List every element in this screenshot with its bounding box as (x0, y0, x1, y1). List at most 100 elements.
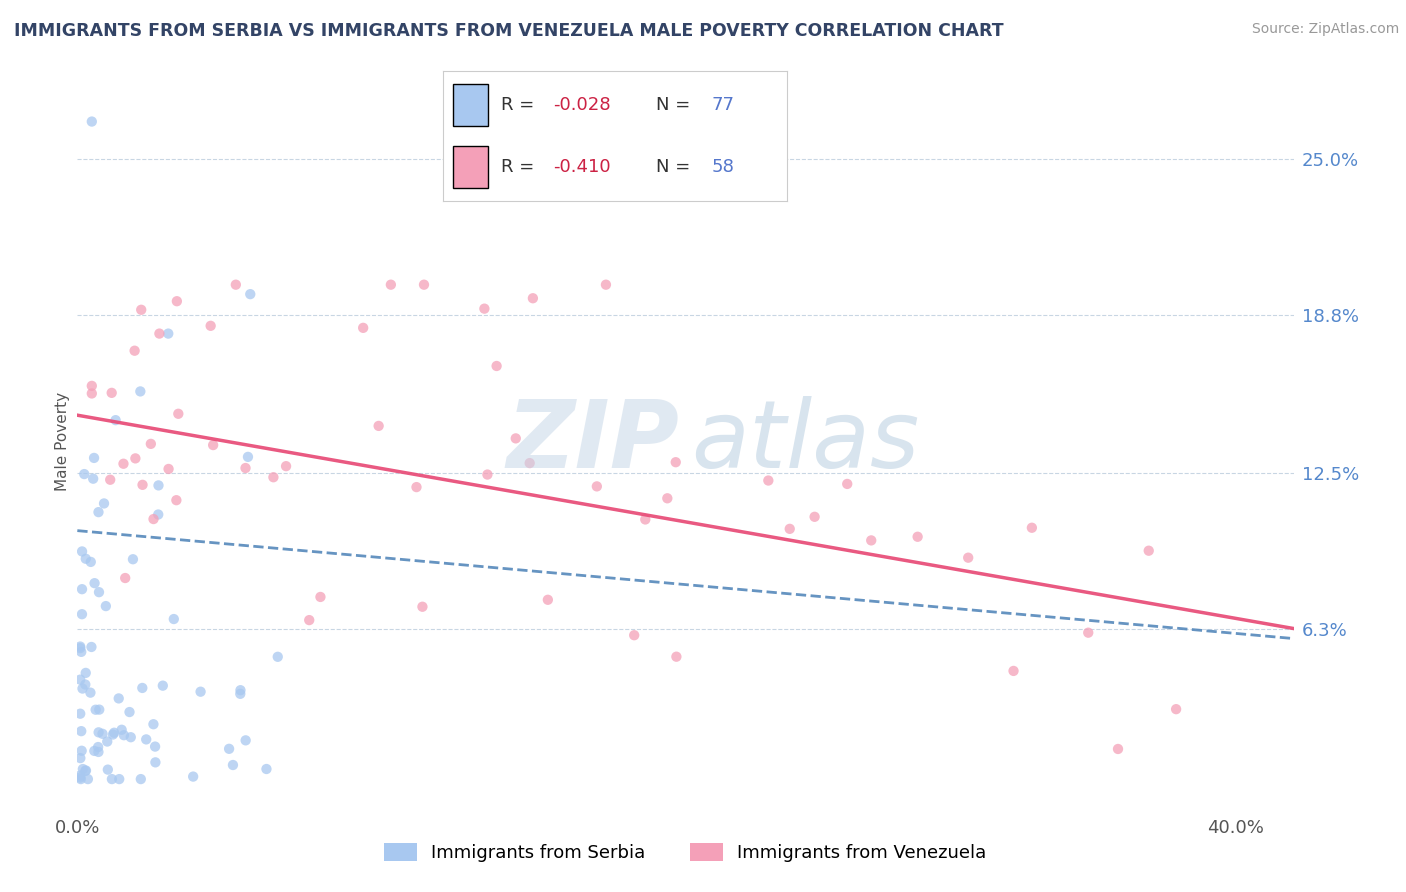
Point (70, 744, 93, 758)
Point (145, 756, 167, 770)
Point (756, 474, 779, 488)
Point (124, 451, 146, 466)
Point (152, 679, 174, 693)
Point (80, 640, 103, 654)
Point (157, 326, 180, 341)
Point (75, 764, 97, 778)
Point (135, 732, 157, 747)
Text: -0.410: -0.410 (553, 158, 610, 176)
Text: atlas: atlas (692, 396, 920, 487)
Point (148, 478, 170, 492)
Point (70, 582, 93, 597)
Text: 58: 58 (711, 158, 734, 176)
Point (83, 576, 105, 591)
Point (1137, 543, 1160, 558)
Point (69, 641, 91, 656)
Point (657, 491, 679, 506)
Text: N =: N = (657, 158, 696, 176)
Point (623, 628, 645, 642)
Point (120, 730, 142, 744)
Point (70, 724, 93, 739)
Y-axis label: Male Poverty: Male Poverty (55, 392, 70, 491)
Point (108, 772, 131, 786)
Point (131, 681, 153, 695)
Point (79, 686, 101, 700)
Point (87, 725, 110, 739)
Point (69, 751, 91, 765)
Text: -0.028: -0.028 (553, 96, 610, 114)
Point (103, 725, 125, 739)
Point (274, 459, 297, 474)
Point (229, 683, 252, 698)
Point (262, 470, 284, 484)
Point (72, 762, 94, 776)
Point (87, 585, 110, 599)
Point (70, 607, 93, 622)
Point (100, 385, 122, 400)
Point (837, 477, 859, 491)
Point (477, 467, 499, 482)
Point (181, 770, 204, 784)
Point (77, 772, 100, 786)
Point (142, 717, 165, 731)
Point (69, 706, 91, 721)
Point (101, 772, 124, 786)
Point (75, 551, 97, 566)
Point (69, 771, 91, 785)
Point (96, 734, 118, 748)
Point (779, 522, 801, 536)
Point (1164, 702, 1187, 716)
Point (1107, 742, 1129, 756)
Point (165, 493, 187, 508)
Point (803, 509, 825, 524)
Text: 77: 77 (711, 96, 734, 114)
Point (411, 599, 433, 614)
Point (634, 512, 657, 526)
Point (129, 302, 152, 317)
Point (519, 456, 541, 470)
Point (665, 649, 688, 664)
Text: IMMIGRANTS FROM SERBIA VS IMMIGRANTS FROM VENEZUELA MALE POVERTY CORRELATION CHA: IMMIGRANTS FROM SERBIA VS IMMIGRANTS FRO… (14, 22, 1004, 40)
Point (112, 728, 135, 742)
Point (87, 505, 110, 519)
Point (413, 277, 436, 292)
Point (80, 555, 103, 569)
Point (91, 727, 114, 741)
Point (202, 438, 225, 452)
Point (124, 343, 146, 358)
Point (80, 386, 103, 401)
Point (73, 467, 96, 481)
Point (131, 478, 153, 492)
Point (122, 552, 145, 566)
Point (69, 673, 91, 687)
Point (87, 745, 110, 759)
Point (907, 530, 929, 544)
Point (82, 472, 104, 486)
Point (474, 301, 496, 316)
Point (1021, 521, 1043, 535)
Point (80, 114, 103, 128)
Point (200, 318, 222, 333)
Point (75, 677, 97, 691)
FancyBboxPatch shape (453, 85, 488, 126)
Point (143, 739, 166, 754)
Point (70, 544, 93, 558)
Point (97, 763, 120, 777)
Point (104, 413, 127, 427)
Point (267, 649, 290, 664)
Text: R =: R = (502, 158, 540, 176)
Point (148, 508, 170, 522)
Point (256, 762, 278, 776)
Point (239, 287, 262, 301)
Point (80, 379, 103, 393)
Point (225, 277, 247, 292)
Point (380, 277, 402, 292)
Point (166, 294, 188, 309)
Point (505, 431, 527, 445)
Point (112, 457, 135, 471)
Point (72, 681, 94, 696)
Point (235, 461, 257, 475)
Point (114, 571, 136, 585)
Point (163, 612, 186, 626)
Point (309, 590, 332, 604)
